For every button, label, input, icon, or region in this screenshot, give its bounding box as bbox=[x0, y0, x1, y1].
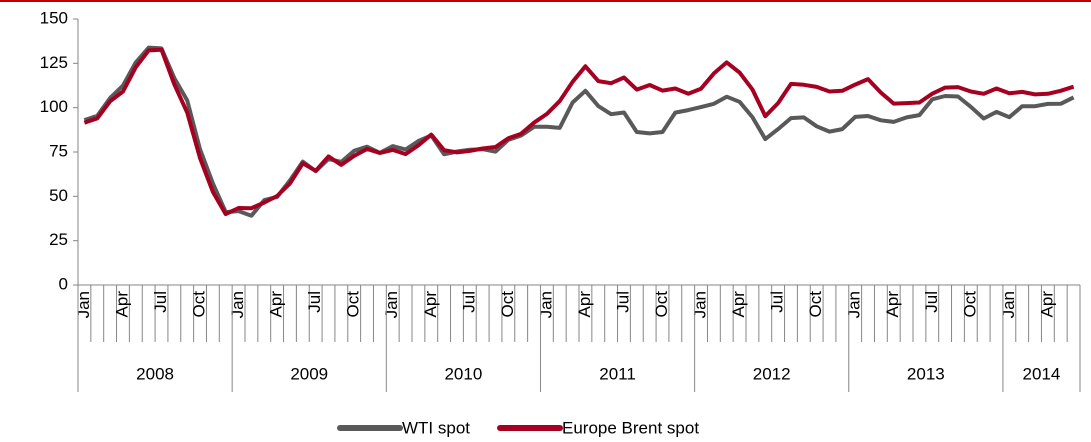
x-tick-label: Jan bbox=[691, 291, 710, 318]
x-tick-label: Apr bbox=[1037, 291, 1056, 318]
year-label: 2013 bbox=[907, 364, 945, 383]
x-tick-label: Oct bbox=[806, 291, 825, 318]
x-tick-label: Oct bbox=[344, 291, 363, 318]
y-tick-label: 150 bbox=[40, 8, 68, 27]
header-rule bbox=[0, 0, 1091, 2]
x-tick-label: Oct bbox=[652, 291, 671, 318]
series-line bbox=[83, 45, 1075, 218]
x-tick-label: Jan bbox=[382, 291, 401, 318]
x-tick-label: Jul bbox=[922, 291, 941, 313]
x-tick-label: Jul bbox=[768, 291, 787, 313]
y-tick-label: 50 bbox=[49, 186, 68, 205]
y-tick-label: 100 bbox=[40, 97, 68, 116]
x-tick-label: Apr bbox=[575, 291, 594, 318]
y-tick-label: 25 bbox=[49, 230, 68, 249]
x-tick-label: Jan bbox=[74, 291, 93, 318]
x-tick-label: Jul bbox=[459, 291, 478, 313]
year-label: 2014 bbox=[1023, 364, 1061, 383]
x-tick-label: Jul bbox=[613, 291, 632, 313]
x-tick-label: Apr bbox=[883, 291, 902, 318]
x-tick-label: Apr bbox=[421, 291, 440, 318]
year-label: 2008 bbox=[136, 364, 174, 383]
y-tick-label: 125 bbox=[40, 53, 68, 72]
x-tick-label: Jul bbox=[305, 291, 324, 313]
x-tick-label: Jan bbox=[228, 291, 247, 318]
series-line bbox=[83, 47, 1075, 217]
x-tick-label: Jan bbox=[999, 291, 1018, 318]
legend-label: WTI spot bbox=[402, 418, 470, 437]
x-tick-label: Oct bbox=[190, 291, 209, 318]
year-label: 2012 bbox=[753, 364, 791, 383]
x-tick-label: Apr bbox=[112, 291, 131, 318]
year-label: 2009 bbox=[290, 364, 328, 383]
x-tick-label: Jan bbox=[536, 291, 555, 318]
x-tick-label: Jul bbox=[151, 291, 170, 313]
x-tick-label: Oct bbox=[498, 291, 517, 318]
y-tick-label: 0 bbox=[59, 274, 68, 293]
x-tick-label: Oct bbox=[960, 291, 979, 318]
y-tick-label: 75 bbox=[49, 141, 68, 160]
x-tick-label: Jan bbox=[845, 291, 864, 318]
legend-label: Europe Brent spot bbox=[562, 418, 699, 437]
x-tick-label: Apr bbox=[267, 291, 286, 318]
x-tick-label: Apr bbox=[729, 291, 748, 318]
year-label: 2010 bbox=[444, 364, 482, 383]
year-label: 2011 bbox=[599, 364, 636, 383]
